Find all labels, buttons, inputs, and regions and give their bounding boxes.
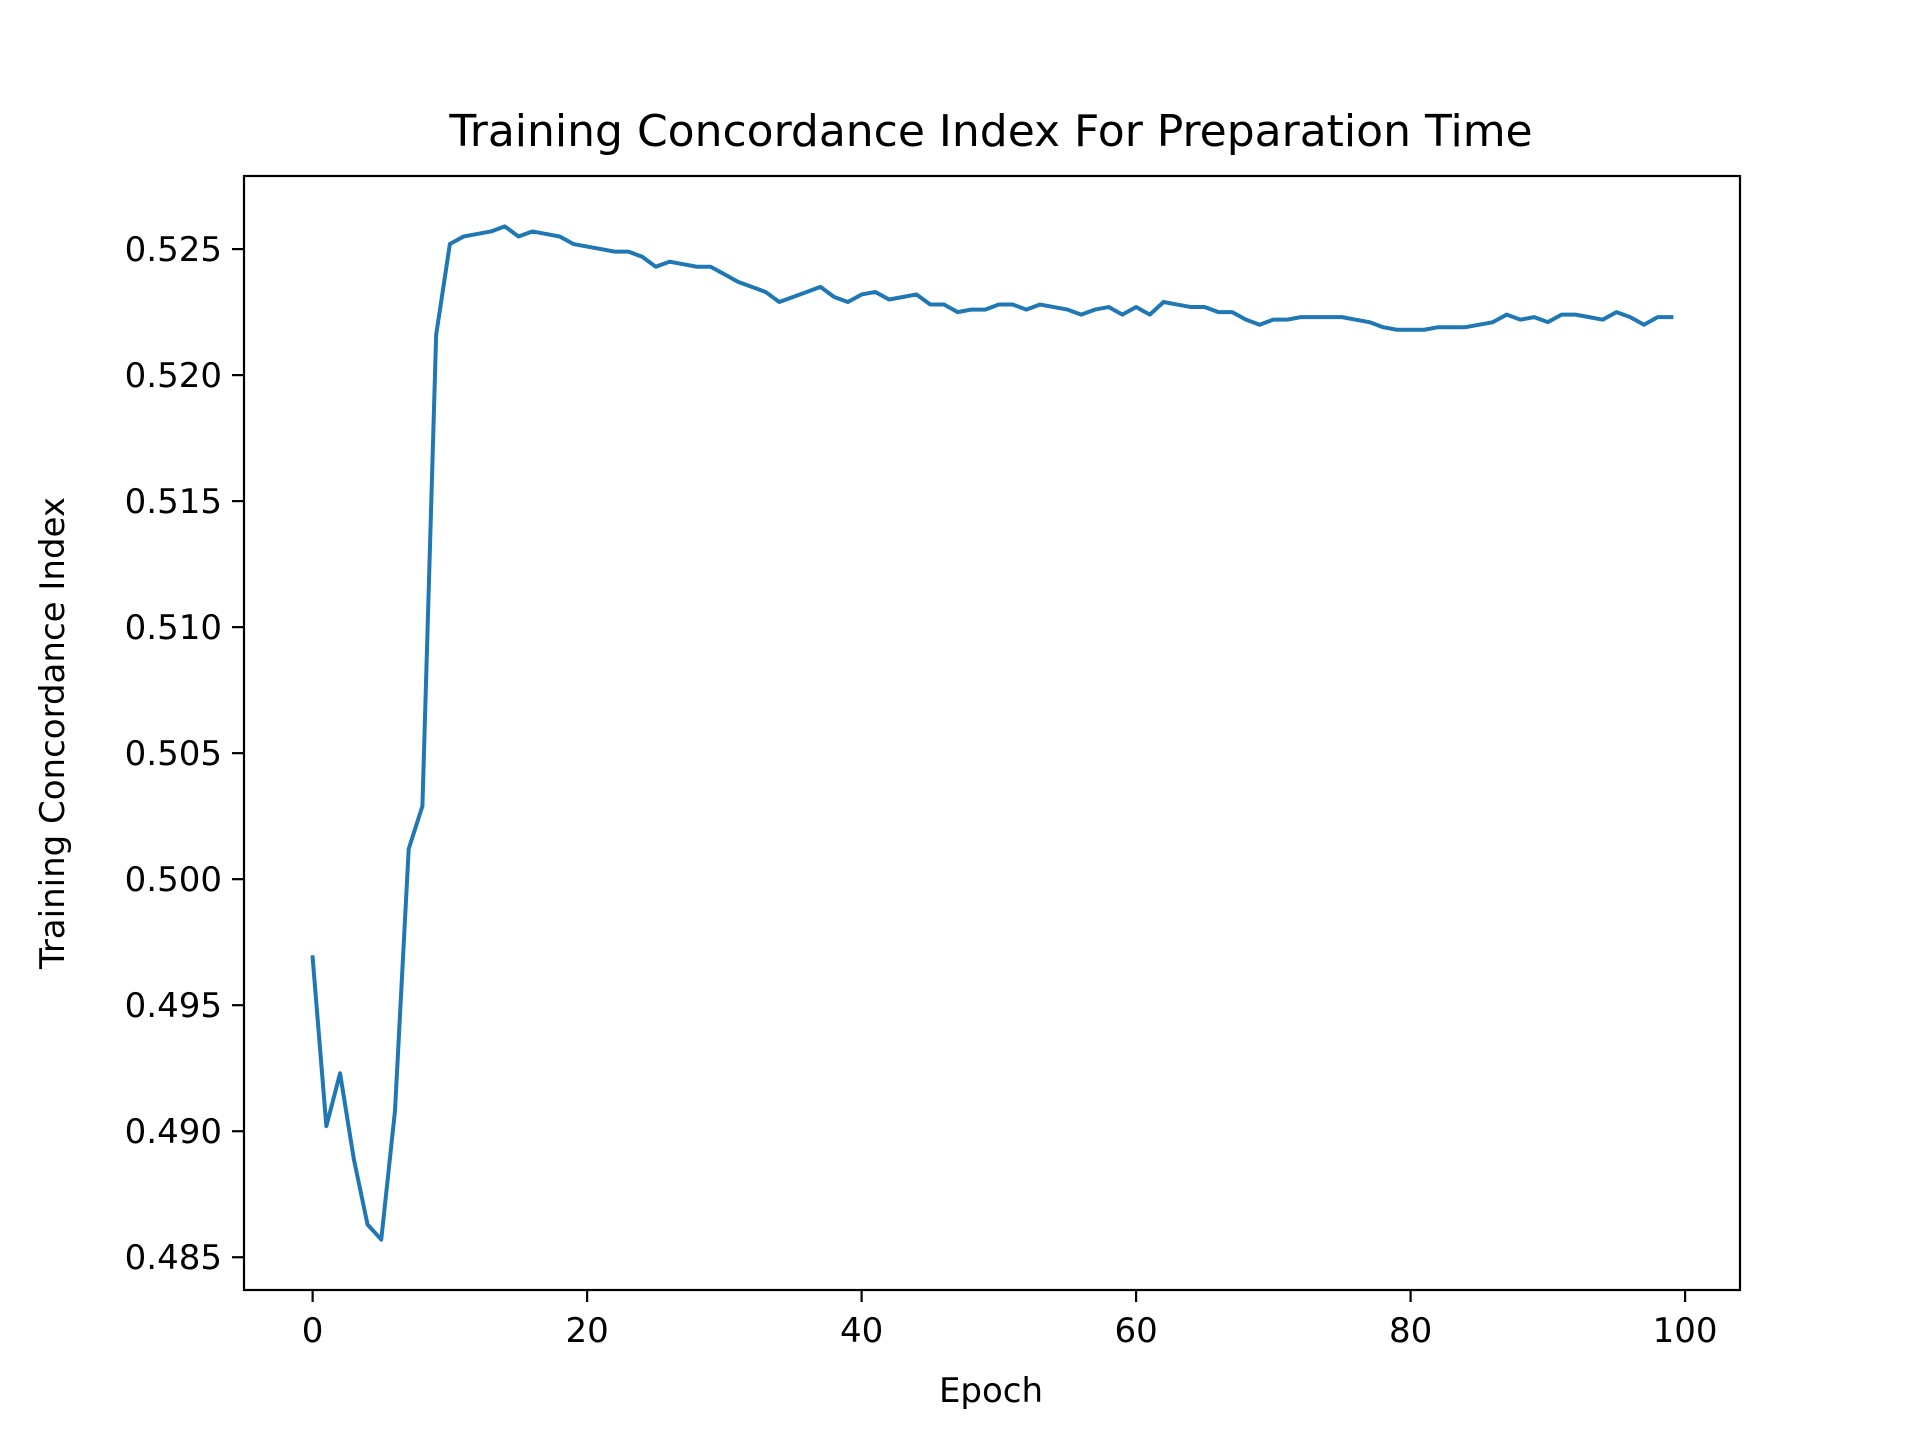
plot-frame — [242, 174, 1742, 1292]
y-axis-label: Training Concordance Index — [33, 497, 73, 970]
y-tick-label: 0.485 — [125, 1238, 222, 1278]
y-tick-label: 0.490 — [125, 1112, 222, 1152]
plot-area — [242, 174, 1742, 1292]
x-tick-label: 40 — [840, 1311, 883, 1351]
y-tick-label: 0.505 — [125, 734, 222, 774]
chart-title: Training Concordance Index For Preparati… — [448, 106, 1532, 157]
x-tick-label: 0 — [302, 1311, 324, 1351]
x-axis-label: Epoch — [939, 1371, 1043, 1411]
x-axis: 0 20 40 60 80 100 — [302, 1290, 1718, 1351]
x-tick-label: 20 — [565, 1311, 608, 1351]
y-tick-label: 0.510 — [125, 608, 222, 648]
y-tick-label: 0.520 — [125, 356, 222, 396]
y-tick-label: 0.525 — [125, 230, 222, 270]
y-tick-label: 0.500 — [125, 860, 222, 900]
y-tick-label: 0.515 — [125, 482, 222, 522]
y-axis: 0.485 0.490 0.495 0.500 0.505 0.510 0.515 0.520… — [125, 230, 244, 1278]
y-tick-label: 0.495 — [125, 986, 222, 1026]
x-tick-label: 80 — [1389, 1311, 1432, 1351]
x-tick-label: 100 — [1653, 1311, 1718, 1351]
x-tick-label: 60 — [1114, 1311, 1157, 1351]
series-line-0 — [310, 224, 1674, 1242]
